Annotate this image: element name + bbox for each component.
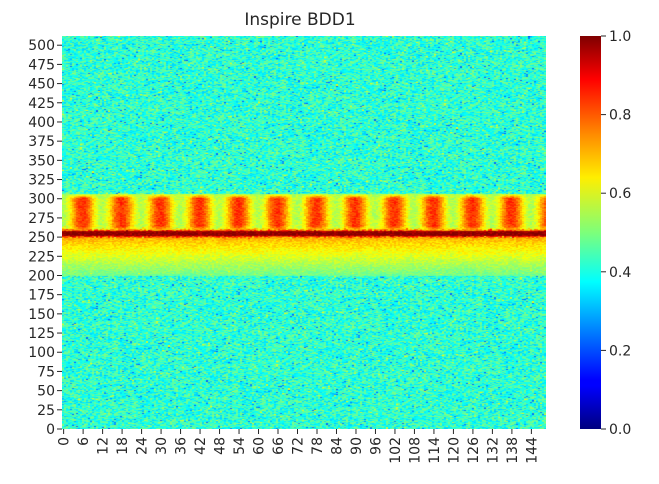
x-tick-label: 72 bbox=[291, 437, 307, 455]
colorbar-tick-label: 0.0 bbox=[609, 422, 631, 438]
x-tick-label: 132 bbox=[485, 437, 501, 464]
y-tick-label: 150 bbox=[28, 307, 55, 323]
y-tick-label: 450 bbox=[28, 77, 55, 93]
y-axis: 0 25 50 75 100 125 150 175 200 225 250 275 300 325 350… bbox=[28, 38, 62, 438]
y-tick-label: 225 bbox=[28, 249, 55, 265]
y-tick-label: 325 bbox=[28, 173, 55, 189]
x-tick-label: 126 bbox=[466, 437, 482, 464]
colorbar-tick-label: 1.0 bbox=[609, 29, 631, 45]
colorbar-tick-label: 0.4 bbox=[609, 265, 631, 281]
colorbar-tick-label: 0.2 bbox=[609, 343, 631, 359]
x-tick-label: 12 bbox=[96, 437, 112, 455]
x-tick-label: 102 bbox=[388, 437, 404, 464]
heatmap-plot-area bbox=[62, 36, 546, 429]
colorbar-ticks: 0.0 0.2 0.4 0.6 0.8 1.0 bbox=[601, 29, 631, 438]
colorbar-gradient bbox=[580, 36, 601, 429]
y-tick-label: 75 bbox=[37, 364, 55, 380]
x-tick-label: 36 bbox=[174, 437, 190, 455]
y-tick-label: 250 bbox=[28, 230, 55, 246]
x-tick-label: 0 bbox=[57, 437, 73, 446]
x-tick-label: 24 bbox=[135, 437, 151, 455]
x-axis: 0 6 12 18 24 30 36 42 48 54 60 66 72 78 84 90 96 102 108 11… bbox=[57, 429, 540, 464]
x-tick-label: 60 bbox=[252, 437, 268, 455]
y-tick-label: 350 bbox=[28, 153, 55, 169]
y-tick-label: 425 bbox=[28, 96, 55, 112]
x-tick-label: 30 bbox=[154, 437, 170, 455]
x-tick-label: 42 bbox=[193, 437, 209, 455]
x-tick-label: 18 bbox=[115, 437, 131, 455]
x-tick-label: 114 bbox=[427, 437, 443, 464]
y-tick-label: 275 bbox=[28, 211, 55, 227]
chart-title: Inspire BDD1 bbox=[244, 10, 355, 30]
y-tick-label: 300 bbox=[28, 192, 55, 208]
colorbar-tick-label: 0.8 bbox=[609, 108, 631, 124]
y-tick-label: 25 bbox=[37, 403, 55, 419]
y-tick-label: 475 bbox=[28, 57, 55, 73]
x-tick-label: 138 bbox=[505, 437, 521, 464]
x-tick-label: 120 bbox=[446, 437, 462, 464]
x-tick-label: 84 bbox=[329, 437, 345, 455]
x-tick-label: 78 bbox=[310, 437, 326, 455]
x-tick-label: 90 bbox=[349, 437, 365, 455]
y-tick-label: 50 bbox=[37, 384, 55, 400]
y-tick-label: 0 bbox=[46, 422, 55, 438]
x-tick-label: 66 bbox=[271, 437, 287, 455]
y-tick-label: 375 bbox=[28, 134, 55, 150]
colorbar-tick-label: 0.6 bbox=[609, 186, 631, 202]
y-tick-label: 100 bbox=[28, 345, 55, 361]
x-tick-label: 48 bbox=[213, 437, 229, 455]
y-tick-label: 500 bbox=[28, 38, 55, 54]
y-tick-label: 200 bbox=[28, 268, 55, 284]
heatmap-raster bbox=[62, 36, 546, 429]
colorbar: 0.0 0.2 0.4 0.6 0.8 1.0 bbox=[580, 29, 631, 438]
x-tick-label: 108 bbox=[407, 437, 423, 464]
x-tick-label: 6 bbox=[76, 437, 92, 446]
x-tick-label: 96 bbox=[368, 437, 384, 455]
y-tick-label: 175 bbox=[28, 288, 55, 304]
x-tick-label: 144 bbox=[524, 437, 540, 464]
x-tick-label: 54 bbox=[232, 437, 248, 455]
y-tick-label: 400 bbox=[28, 115, 55, 131]
y-tick-label: 125 bbox=[28, 326, 55, 342]
